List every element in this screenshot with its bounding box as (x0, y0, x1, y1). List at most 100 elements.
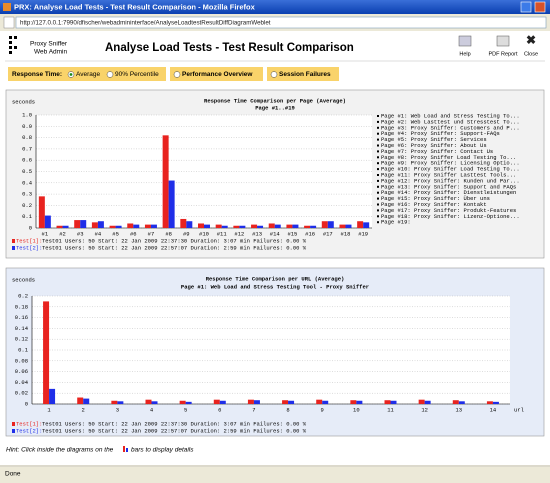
bar[interactable] (257, 225, 264, 228)
bar[interactable] (233, 225, 240, 228)
bar[interactable] (274, 224, 281, 228)
x-tick-label: 13 (455, 406, 462, 413)
list-bullet (377, 168, 379, 171)
bar[interactable] (292, 224, 299, 228)
page-name: Page #3: Proxy Sniffer: Customers and P.… (381, 124, 520, 131)
bar[interactable] (363, 222, 370, 228)
bar[interactable] (74, 220, 81, 228)
bar[interactable] (215, 224, 222, 228)
pdf-icon[interactable] (496, 35, 510, 47)
help-icon[interactable] (458, 35, 472, 47)
x-tick-label: 12 (421, 406, 428, 413)
bar[interactable] (492, 401, 499, 404)
bar[interactable] (83, 398, 90, 404)
button[interactable] (267, 67, 339, 81)
y-tick-label: 0.2 (22, 202, 32, 209)
bar[interactable] (111, 400, 118, 404)
tool-label[interactable]: Help (459, 51, 470, 57)
x-tick-label: #2 (59, 230, 66, 237)
x-tick-label: #11 (217, 230, 228, 237)
close-icon[interactable]: ✖ (526, 33, 536, 47)
bar[interactable] (418, 399, 425, 404)
bar[interactable] (91, 222, 98, 228)
bar[interactable] (44, 215, 51, 228)
maximize-button[interactable] (520, 1, 532, 13)
bar[interactable] (168, 180, 175, 228)
bar[interactable] (286, 224, 293, 228)
bar[interactable] (179, 400, 186, 404)
bar[interactable] (150, 224, 157, 228)
button-label[interactable]: Performance Overview (182, 71, 253, 78)
bar[interactable] (339, 224, 346, 228)
bar[interactable] (316, 399, 323, 404)
bar[interactable] (390, 400, 397, 404)
bar[interactable] (127, 223, 134, 228)
bar[interactable] (115, 225, 122, 228)
bar[interactable] (117, 401, 124, 404)
bar[interactable] (49, 388, 56, 404)
bar[interactable] (62, 225, 69, 228)
bar[interactable] (213, 399, 220, 404)
bar[interactable] (80, 220, 87, 228)
hint: Hint: Click inside the diagrams on the (6, 447, 114, 454)
bar[interactable] (345, 224, 352, 228)
close-window-button[interactable] (534, 1, 546, 13)
bar[interactable] (221, 225, 228, 228)
button[interactable] (170, 67, 263, 81)
page-title: Analyse Load Tests - Test Result Compari… (105, 42, 354, 54)
tool-label[interactable]: Close (524, 51, 538, 57)
button-icon (270, 71, 278, 78)
bar[interactable] (384, 400, 391, 404)
bar[interactable] (186, 221, 193, 228)
bar[interactable] (327, 221, 334, 228)
bar[interactable] (180, 218, 187, 228)
bar[interactable] (304, 225, 311, 228)
bar[interactable] (198, 223, 204, 228)
bar[interactable] (144, 224, 151, 228)
bar[interactable] (322, 400, 329, 404)
bar[interactable] (424, 400, 431, 404)
button-label[interactable]: Session Failures (279, 71, 331, 78)
radio-label[interactable]: Average (76, 71, 100, 78)
bar[interactable] (43, 301, 50, 404)
logo-text: Proxy Sniffer (30, 41, 68, 48)
bar[interactable] (268, 223, 275, 228)
bar[interactable] (133, 224, 140, 228)
bar[interactable] (247, 399, 254, 404)
bar[interactable] (145, 399, 152, 404)
bar[interactable] (288, 400, 295, 404)
list-bullet (377, 185, 379, 188)
bar[interactable] (151, 401, 158, 404)
bar[interactable] (310, 225, 317, 228)
radio-label[interactable]: 90% Percentile (115, 71, 159, 78)
bar[interactable] (204, 224, 210, 228)
bar[interactable] (56, 225, 63, 228)
bar[interactable] (452, 400, 459, 404)
bar[interactable] (357, 221, 364, 228)
bar[interactable] (162, 135, 169, 228)
url-bar[interactable] (15, 16, 547, 29)
x-tick-label: #19 (358, 230, 368, 237)
bar[interactable] (350, 400, 357, 404)
bar[interactable] (219, 400, 226, 404)
bar[interactable] (486, 401, 493, 404)
tool-label[interactable]: PDF Report (488, 51, 518, 57)
x-tick-label: #4 (95, 230, 102, 237)
bar[interactable] (458, 401, 465, 404)
page-name: Page #12: Proxy Sniffer: Kunden und Par.… (381, 177, 520, 184)
radio-percentile[interactable] (106, 71, 114, 78)
bar[interactable] (282, 400, 289, 404)
bar[interactable] (356, 400, 363, 404)
x-tick-label: #7 (148, 230, 155, 237)
title-bar (0, 0, 550, 14)
bar[interactable] (97, 221, 104, 228)
bar[interactable] (239, 225, 246, 228)
page-name: Page #6: Proxy Sniffer: About Us (381, 142, 487, 149)
bar[interactable] (77, 397, 84, 404)
bar[interactable] (253, 400, 260, 404)
bar[interactable] (251, 224, 258, 228)
bar[interactable] (321, 221, 328, 228)
bar[interactable] (109, 225, 116, 228)
bar[interactable] (38, 196, 45, 228)
bar[interactable] (185, 401, 192, 404)
